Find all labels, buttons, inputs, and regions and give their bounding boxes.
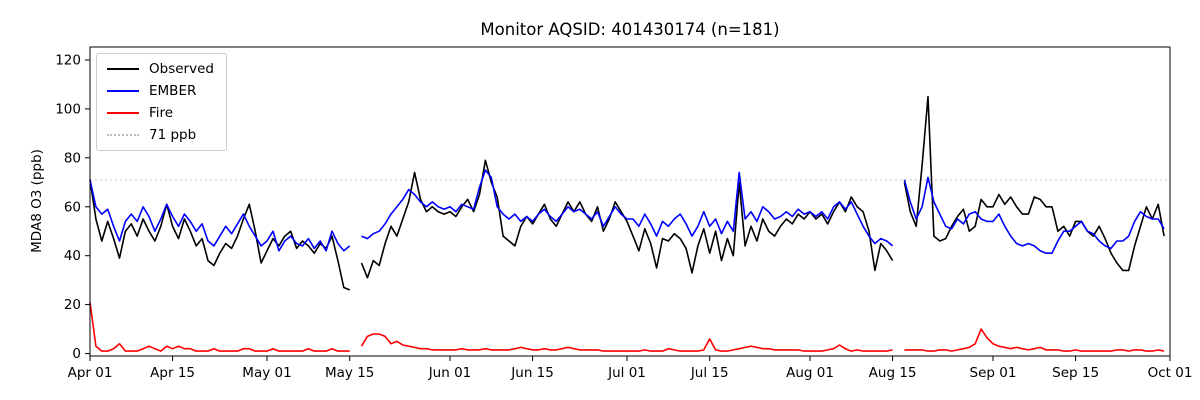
x-tick-label: Aug 01: [786, 365, 834, 381]
y-tick-label: 60: [64, 199, 81, 215]
legend-label-observed: Observed: [149, 61, 214, 77]
x-tick-label: Apr 01: [68, 365, 113, 381]
x-tick-label: Sep 01: [970, 365, 1017, 381]
y-tick-label: 40: [64, 248, 81, 264]
y-tick-label: 0: [72, 346, 81, 362]
legend-item-observed: Observed: [107, 61, 214, 77]
ember-line-swatch: [107, 90, 139, 92]
y-tick-label: 80: [64, 150, 81, 166]
y-tick-label: 120: [55, 53, 81, 69]
series-line-observed: [89, 95, 1165, 291]
x-tick-label: Apr 15: [150, 365, 195, 381]
observed-line-swatch: [107, 68, 139, 70]
x-tick-label: Sep 15: [1052, 365, 1099, 381]
threshold-line-swatch: [107, 134, 139, 136]
y-tick-label: 20: [64, 297, 81, 313]
x-tick-label: Jun 15: [510, 365, 554, 381]
fire-line-swatch: [107, 112, 139, 114]
y-tick-label: 100: [55, 101, 81, 117]
legend-label-threshold: 71 ppb: [149, 127, 197, 143]
x-tick-label: Oct 01: [1148, 365, 1193, 381]
legend-item-fire: Fire: [107, 105, 214, 121]
legend-item-ember: EMBER: [107, 83, 214, 99]
legend-item-threshold: 71 ppb: [107, 127, 214, 143]
series-line-ember: [89, 169, 1165, 254]
x-tick-label: Jul 15: [690, 365, 729, 381]
legend: Observed EMBER Fire 71 ppb: [96, 53, 227, 151]
chart-title: Monitor AQSID: 401430174 (n=181): [480, 20, 780, 39]
x-tick-label: May 01: [242, 365, 291, 381]
x-tick-label: Aug 15: [869, 365, 917, 381]
series-line-fire: [89, 302, 1165, 352]
x-tick-label: May 15: [325, 365, 374, 381]
x-tick-label: Jul 01: [607, 365, 646, 381]
x-tick-label: Jun 01: [428, 365, 472, 381]
legend-label-fire: Fire: [149, 105, 174, 121]
legend-label-ember: EMBER: [149, 83, 197, 99]
plot-border: [89, 46, 1171, 357]
